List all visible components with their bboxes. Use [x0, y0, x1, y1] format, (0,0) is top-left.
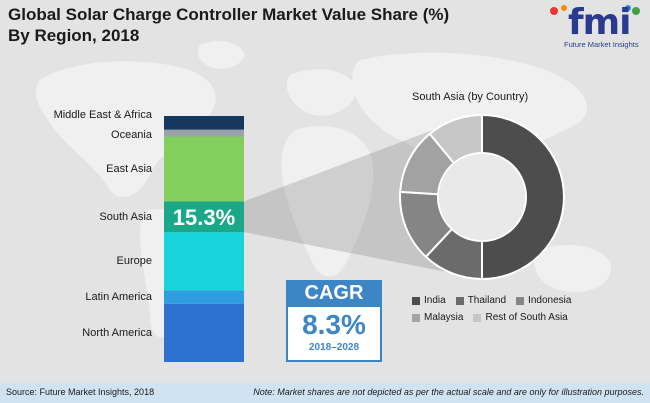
- legend-label-indonesia: Indonesia: [528, 295, 572, 306]
- donut-slice-rest-of-south-asia: [428, 113, 483, 165]
- logo-subtitle: Future Market Insights: [564, 40, 639, 49]
- bar-segment-latin-america: [164, 290, 244, 304]
- legend-label-rest-of-south-asia: Rest of South Asia: [485, 312, 568, 323]
- tick-label-middle-east-and-africa: Middle East & Africa: [53, 109, 152, 121]
- donut-title: South Asia (by Country): [412, 91, 529, 103]
- legend-swatch-rest-of-south-asia: [473, 313, 482, 322]
- cagr-value: 8.3%: [302, 309, 366, 340]
- tick-label-east-asia: East Asia: [106, 162, 152, 175]
- bar-segment-east-asia: [164, 136, 244, 202]
- bar-segment-middle-east-and-africa: [164, 116, 244, 130]
- donut-hole: [439, 154, 525, 240]
- tick-label-south-asia: South Asia: [99, 210, 152, 223]
- cagr-callout: CAGR 8.3% 2018–2028: [286, 280, 382, 362]
- cagr-body: 8.3% 2018–2028: [286, 307, 382, 362]
- legend-swatch-indonesia: [516, 296, 525, 305]
- legend-row: India Thailand Indonesia: [412, 295, 644, 306]
- donut-legend: India Thailand Indonesia Malaysia Rest o…: [412, 295, 644, 329]
- footer-bar: Source: Future Market Insights, 2018 Not…: [0, 383, 650, 403]
- footer-note: Note: Market shares are not depicted as …: [253, 387, 644, 397]
- bar-segment-south-asia: [164, 201, 244, 233]
- tick-label-north-america: North America: [82, 326, 152, 339]
- legend-item-indonesia: Indonesia: [516, 295, 571, 306]
- legend-swatch-malaysia: [412, 313, 420, 322]
- bar-segment-oceania: [164, 129, 244, 137]
- cagr-label: CAGR: [286, 280, 382, 307]
- legend-item-india: India: [412, 295, 446, 306]
- legend-label-india: India: [424, 295, 446, 306]
- tick-label-oceania: Oceania: [111, 128, 152, 141]
- legend-item-rest-of-south-asia: Rest of South Asia: [473, 312, 568, 323]
- tick-label-europe: Europe: [116, 255, 152, 268]
- zoom-connector: [244, 119, 462, 275]
- legend-row: Malaysia Rest of South Asia: [412, 312, 644, 323]
- bar-segment-europe: [164, 232, 244, 291]
- tick-label-latin-america: Latin America: [85, 291, 152, 304]
- bar-segment-north-america: [164, 303, 244, 362]
- legend-label-malaysia: Malaysia: [424, 312, 464, 323]
- logo-letters: fmi: [568, 2, 632, 43]
- cagr-period: 2018–2028: [308, 342, 360, 353]
- legend-swatch-thailand: [455, 296, 464, 305]
- legend-label-thailand: Thailand: [467, 295, 507, 306]
- legend-item-thailand: Thailand: [455, 295, 507, 306]
- chart-title: Global Solar Charge Controller Market Va…: [8, 4, 449, 46]
- footer-source: Source: Future Market Insights, 2018: [6, 387, 155, 397]
- donut-slice-india: [481, 113, 565, 281]
- legend-swatch-india: [412, 296, 420, 305]
- legend-item-malaysia: Malaysia: [412, 312, 463, 323]
- highlight-value-label: 15.3%: [173, 205, 235, 230]
- title-line-1: Global Solar Charge Controller Market Va…: [8, 5, 450, 24]
- fmi-logo: fmi Future Market Insights: [548, 2, 644, 52]
- title-line-2: By Region, 2018: [8, 26, 140, 45]
- logo-dots-icon: [550, 5, 640, 15]
